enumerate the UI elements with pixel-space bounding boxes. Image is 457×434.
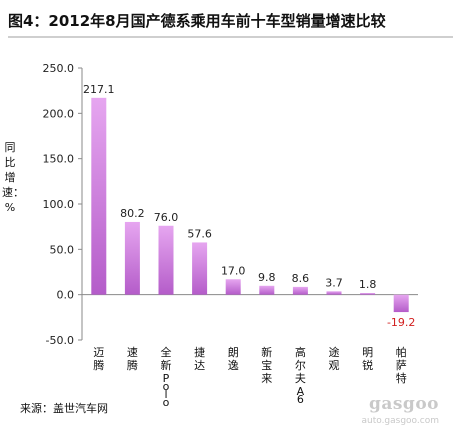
- data-label: 76.0: [154, 211, 179, 224]
- bar: [292, 286, 308, 295]
- data-label: 3.7: [325, 276, 343, 289]
- category-label: 明锐: [362, 346, 373, 372]
- bar: [360, 293, 376, 295]
- data-label: 1.8: [359, 278, 377, 291]
- category-label: 朗逸: [228, 346, 239, 372]
- watermark-logo: gasgoo: [368, 394, 439, 414]
- value-labels: 217.1 80.2 76.0 57.6 17.0 9.8 8.6 3.7 1.8 -19.2: [83, 83, 415, 329]
- bar: [158, 225, 174, 295]
- bar: [192, 242, 208, 295]
- category-label: 帕萨特: [396, 345, 407, 385]
- bar: [124, 221, 140, 295]
- title-divider: [8, 36, 453, 38]
- data-label: 8.6: [292, 272, 310, 285]
- y-tick-labels: 250.0 200.0 150.0 100.0 50.0 0.0 -50.0: [43, 62, 75, 347]
- category-label: 迈腾: [93, 346, 104, 372]
- category-label: 捷达: [194, 345, 205, 372]
- y-tick-label: 150.0: [43, 153, 75, 166]
- y-tick-label: 50.0: [50, 243, 75, 256]
- data-label: 217.1: [83, 83, 115, 96]
- bars: [91, 97, 409, 313]
- y-tick-label: 100.0: [43, 198, 75, 211]
- data-label: 17.0: [221, 264, 246, 277]
- y-tick-label: -50.0: [46, 334, 74, 347]
- bar: [326, 291, 342, 295]
- data-label: 9.8: [258, 271, 276, 284]
- bar: [91, 97, 107, 295]
- data-label: -19.2: [387, 316, 415, 329]
- watermark-url: auto.gasgoo.com: [361, 416, 439, 426]
- data-label: 80.2: [120, 207, 145, 220]
- category-label: 高尔夫 A 6: [295, 345, 306, 406]
- y-tick-label: 250.0: [43, 62, 75, 75]
- y-tick-label: 200.0: [43, 107, 75, 120]
- bar: [225, 279, 241, 295]
- chart-title: 图4：2012年8月国产德系乘用车前十车型销量增速比较: [8, 12, 386, 30]
- axes: [78, 67, 418, 341]
- category-label: 新宝来: [261, 345, 272, 385]
- source-note: 来源：盖世汽车网: [20, 402, 108, 415]
- category-label: 速腾: [127, 346, 138, 372]
- data-label: 57.6: [187, 227, 212, 240]
- y-tick-label: 0.0: [57, 289, 75, 302]
- category-label: 途观: [329, 345, 340, 372]
- bar: [259, 285, 275, 295]
- bar: [393, 294, 409, 313]
